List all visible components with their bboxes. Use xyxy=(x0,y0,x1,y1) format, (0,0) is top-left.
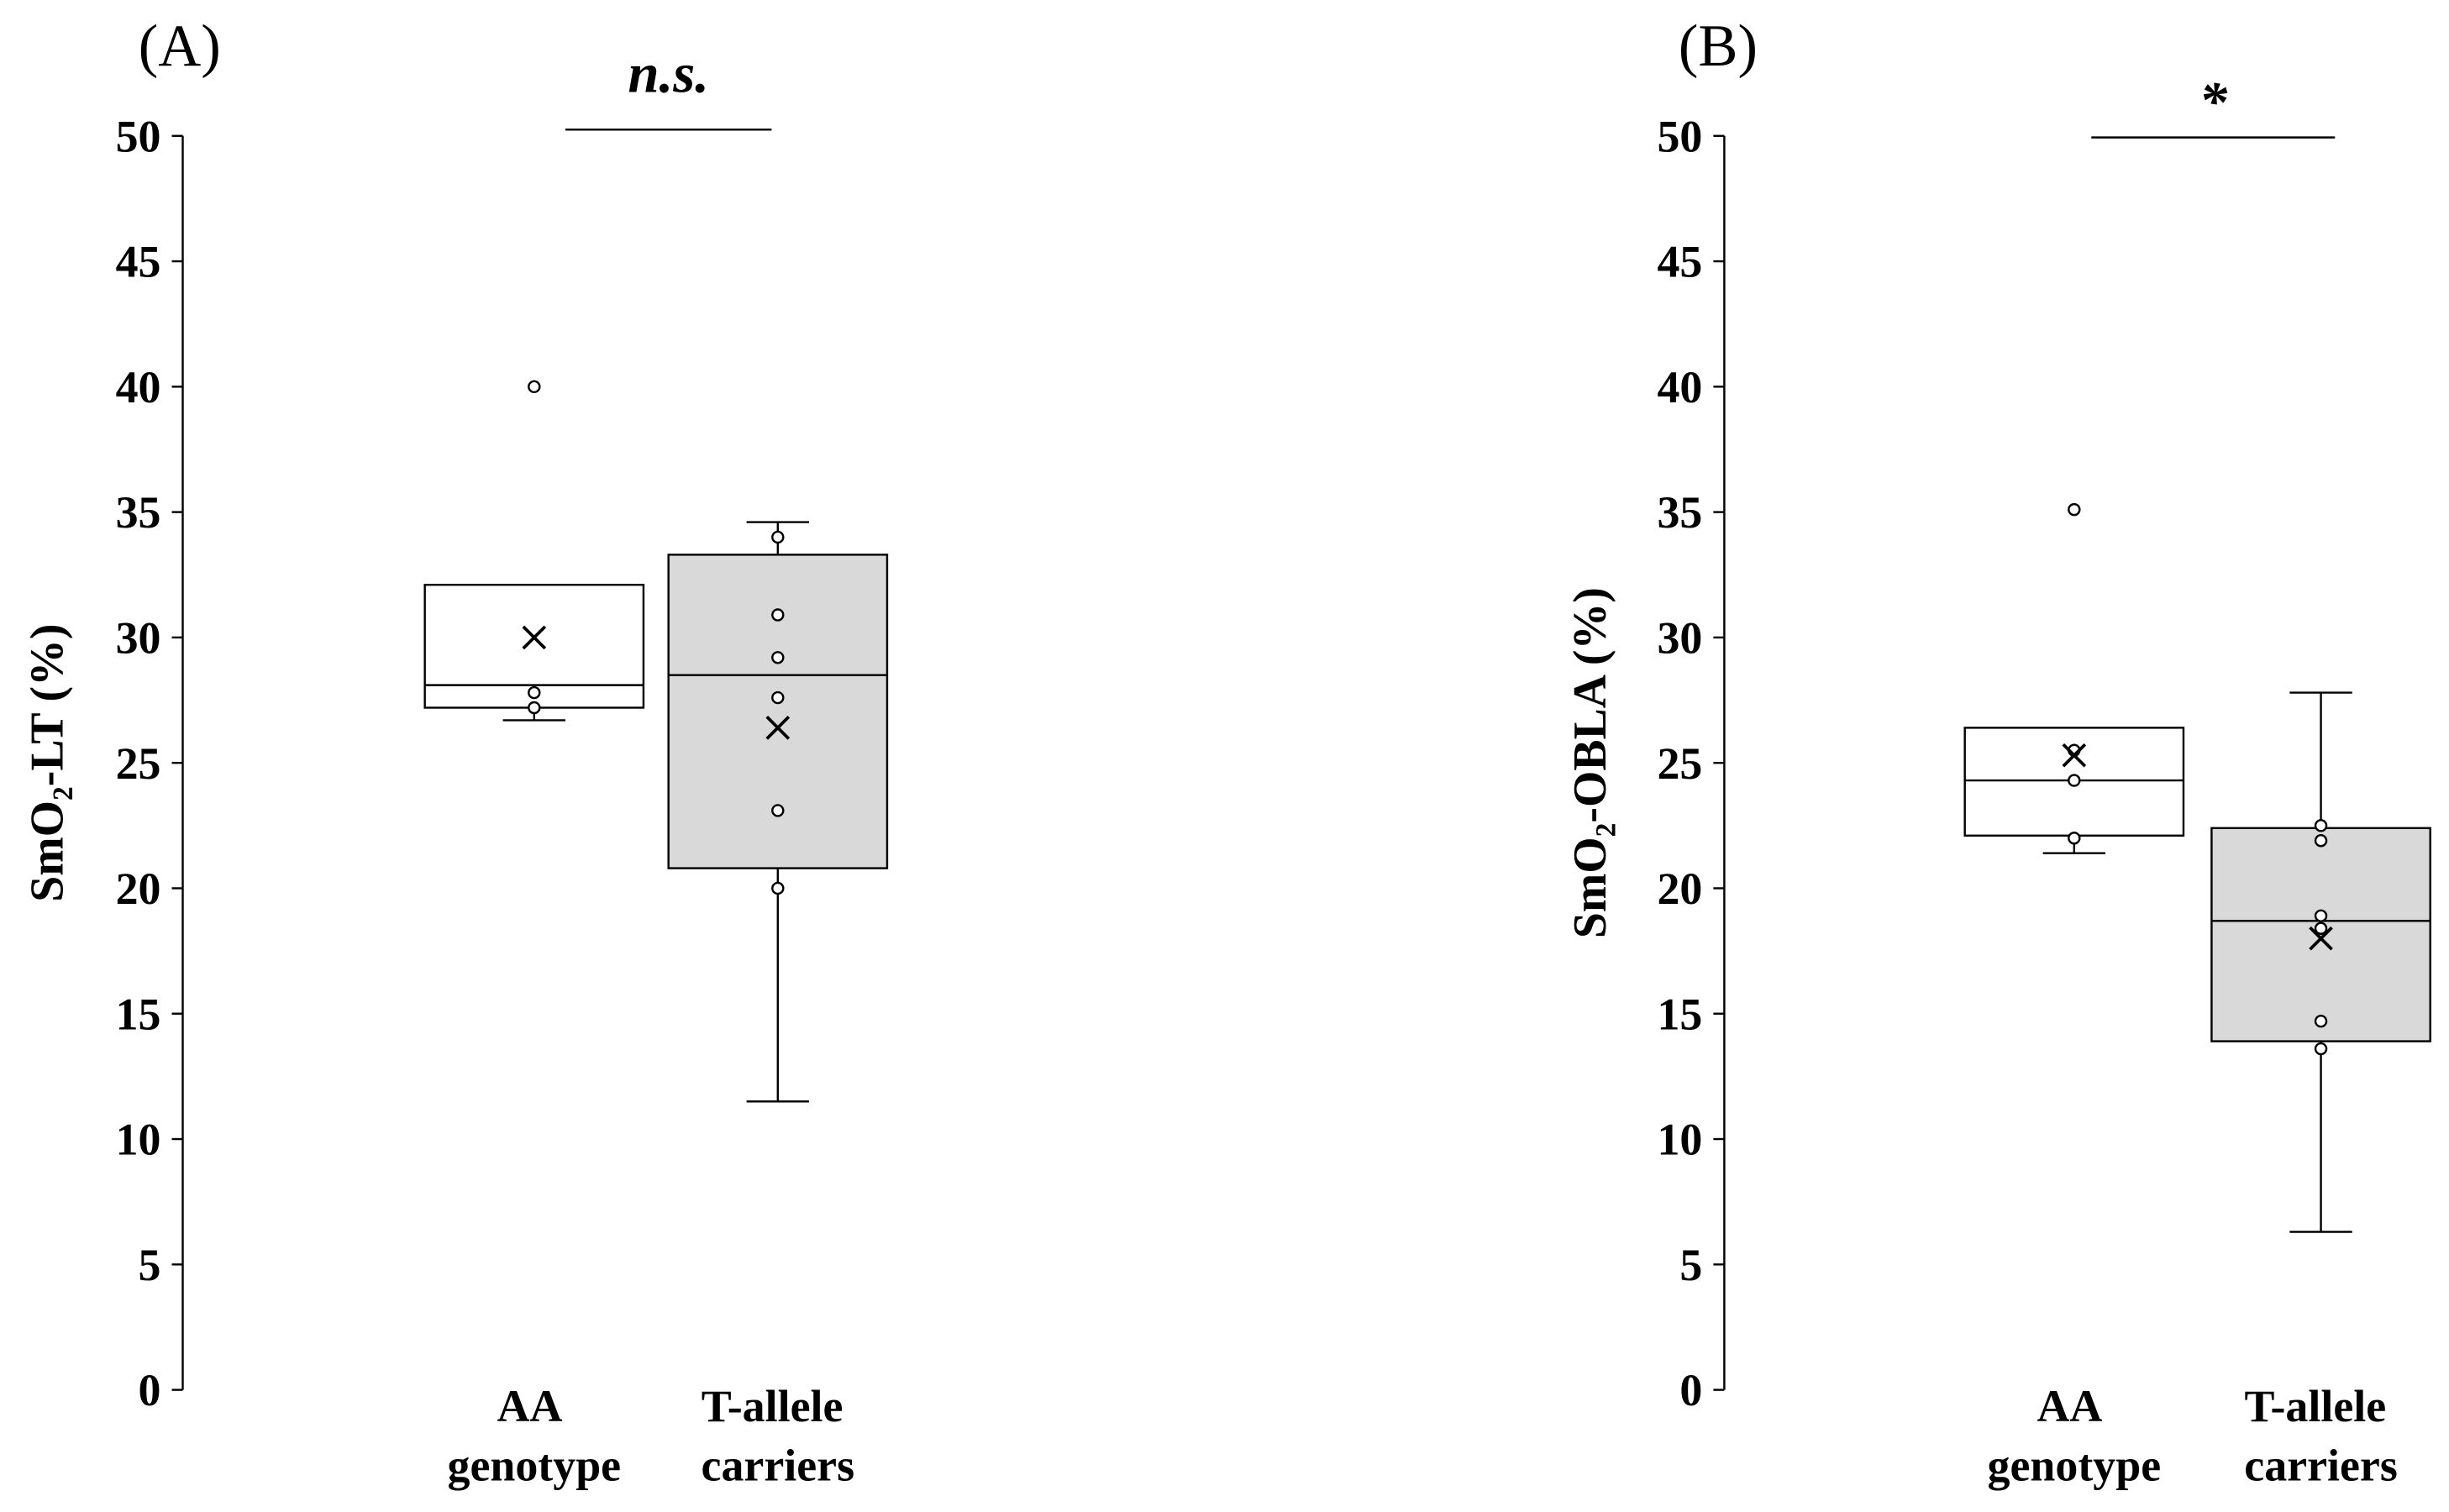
y-axis-label: SmO₂-OBLA (%) xyxy=(1564,587,1616,938)
y-tick-label: 30 xyxy=(116,612,161,663)
label-line: AA xyxy=(497,1381,571,1431)
significance-label: * xyxy=(2199,71,2228,133)
label-line: T-allele xyxy=(2244,1381,2397,1431)
data-point xyxy=(528,701,541,715)
y-tick-label: 10 xyxy=(116,1115,161,1165)
x-category-label: T-allele carriers xyxy=(702,1381,855,1491)
mean-marker xyxy=(522,625,547,650)
data-point xyxy=(771,530,785,544)
y-tick-label: 45 xyxy=(116,237,161,287)
label-line: carriers xyxy=(2244,1440,2398,1490)
y-tick-label: 20 xyxy=(116,864,161,914)
y-tick-label: 10 xyxy=(1657,1115,1702,1165)
data-point xyxy=(771,804,785,817)
y-tick-label: 35 xyxy=(116,487,161,538)
x-category-label: AA genotype xyxy=(447,1381,621,1491)
y-tick-label: 50 xyxy=(116,111,161,161)
data-point xyxy=(528,380,541,394)
data-point xyxy=(771,651,785,664)
y-axis-label: SmO₂-LT (%) xyxy=(21,624,73,902)
data-point xyxy=(771,608,785,622)
y-tick-label: 25 xyxy=(1657,738,1702,789)
y-tick-label: 50 xyxy=(1657,111,1702,161)
data-point xyxy=(528,685,541,700)
data-point xyxy=(2314,909,2328,923)
mean-marker xyxy=(2309,926,2333,951)
data-point xyxy=(771,881,785,895)
label-line: AA xyxy=(2037,1381,2111,1431)
data-point xyxy=(2068,774,2081,787)
data-point xyxy=(2068,502,2081,517)
label-line: carriers xyxy=(702,1440,855,1490)
data-point xyxy=(2314,834,2328,848)
y-tick-label: 0 xyxy=(1679,1365,1702,1415)
y-tick-label: 35 xyxy=(1657,487,1702,538)
mean-marker xyxy=(765,716,791,740)
data-point xyxy=(771,690,785,705)
data-point xyxy=(2314,1014,2328,1028)
panel-label: (B) xyxy=(1679,13,1758,79)
y-tick-label: 40 xyxy=(1657,362,1702,412)
data-point xyxy=(2068,832,2081,845)
data-point xyxy=(2314,921,2328,935)
y-tick-label: 5 xyxy=(139,1240,161,1290)
y-tick-label: 0 xyxy=(139,1365,161,1415)
y-tick-label: 5 xyxy=(1679,1240,1702,1290)
significance-label: n.s. xyxy=(628,43,709,105)
label-line: T-allele xyxy=(702,1381,854,1431)
x-category-label: T-allele carriers xyxy=(2244,1381,2398,1491)
label-line: genotype xyxy=(447,1440,621,1490)
panel-label: (A) xyxy=(139,13,221,79)
y-tick-label: 15 xyxy=(116,989,161,1039)
y-tick-label: 40 xyxy=(116,362,161,412)
box xyxy=(667,554,889,869)
mean-marker xyxy=(2062,743,2087,768)
x-category-label: AA genotype xyxy=(1988,1381,2162,1491)
data-point xyxy=(2314,819,2328,832)
y-tick-label: 15 xyxy=(1657,989,1702,1039)
label-line: genotype xyxy=(1988,1440,2162,1490)
y-tick-label: 25 xyxy=(116,738,161,789)
y-tick-label: 30 xyxy=(1657,612,1702,663)
y-tick-label: 45 xyxy=(1657,237,1702,287)
data-point xyxy=(2314,1042,2328,1056)
y-tick-label: 20 xyxy=(1657,864,1702,914)
